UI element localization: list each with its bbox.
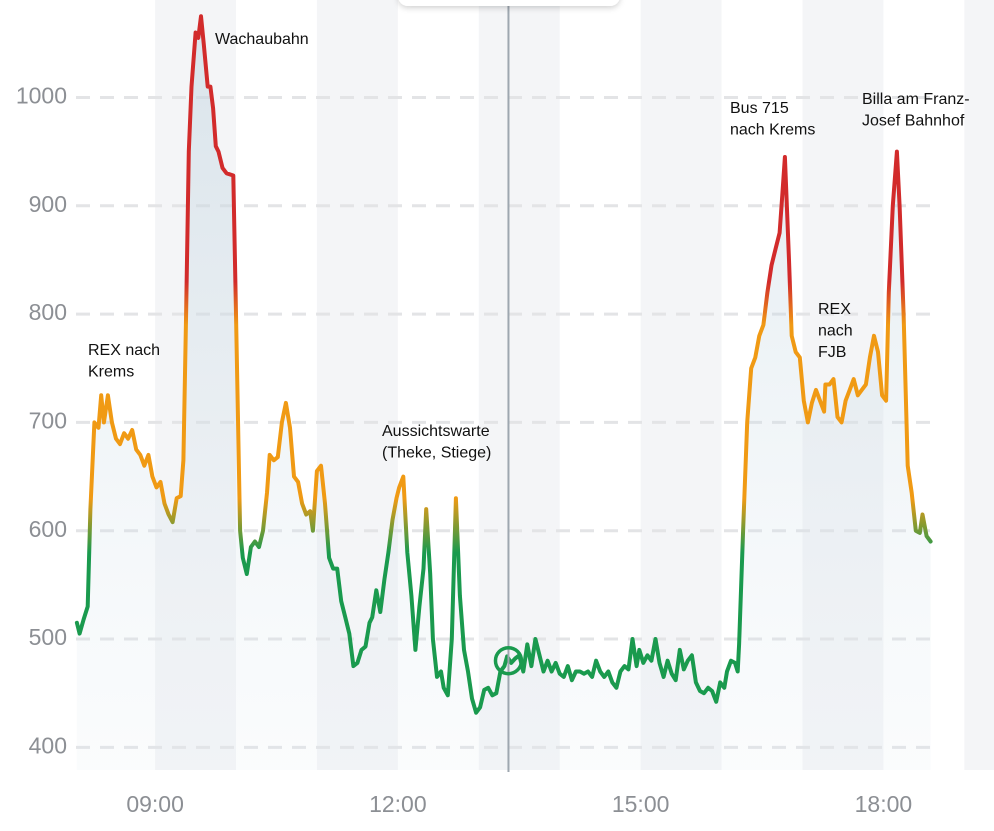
x-tick-label: 18:00: [855, 791, 913, 817]
annotation: Krems: [88, 364, 134, 381]
annotation: (Theke, Stiege): [382, 445, 491, 462]
labels: 400 500 600 700 800 900 1000 09:00 12:00 15:00 18:…: [16, 31, 970, 817]
annotation: nach Krems: [730, 122, 815, 139]
annotation: nach: [818, 323, 853, 340]
annotation: Wachaubahn: [215, 31, 309, 48]
annotation: Billa am Franz-: [862, 91, 970, 108]
y-tick-label: 500: [29, 624, 67, 650]
line: [74, 14, 933, 715]
annotation: Josef Bahnhof: [862, 113, 965, 130]
annotation: Aussichtswarte: [382, 423, 490, 440]
x-tick-label: 12:00: [369, 791, 427, 817]
annotation: FJB: [818, 344, 846, 361]
y-tick-label: 900: [29, 191, 67, 217]
x-tick-label: 09:00: [126, 791, 184, 817]
y-tick-label: 600: [29, 516, 67, 542]
y-tick-label: 700: [29, 407, 67, 433]
y-tick-label: 800: [29, 299, 67, 325]
annotation: Bus 715: [730, 100, 789, 117]
hour-stripe: [964, 0, 994, 770]
plot: [74, 0, 933, 772]
y-tick-label: 400: [29, 732, 67, 758]
x-tick-label: 15:00: [612, 791, 670, 817]
hour-stripe: [478, 0, 560, 770]
cursor-marker: [493, 645, 524, 676]
annotation: REX: [818, 301, 851, 318]
area: [76, 16, 931, 770]
annotation: REX nach: [88, 342, 160, 359]
y-tick-label: 1000: [16, 83, 67, 109]
tooltip-box: [398, 0, 620, 6]
